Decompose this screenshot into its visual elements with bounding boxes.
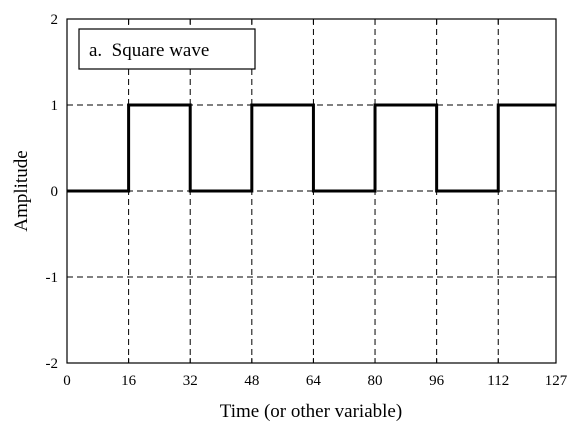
x-tick-label: 80 bbox=[368, 373, 383, 389]
legend-entry: a. Square wave bbox=[89, 40, 209, 61]
x-tick-label: 127 bbox=[545, 373, 568, 389]
y-axis-label: Amplitude bbox=[11, 150, 32, 231]
x-axis-label: Time (or other variable) bbox=[220, 401, 402, 422]
square-wave-line bbox=[67, 103, 556, 193]
x-tick-label: 96 bbox=[429, 373, 445, 389]
series-layer bbox=[67, 103, 556, 193]
x-tick-label: 112 bbox=[487, 373, 509, 389]
y-tick-labels: -2 -1 0 1 2 bbox=[46, 12, 59, 372]
y-tick-label: -1 bbox=[46, 270, 59, 286]
legend-box bbox=[78, 28, 256, 70]
y-tick-label: 2 bbox=[51, 12, 59, 28]
x-tick-labels: 0 16 32 48 64 80 96 112 127 bbox=[63, 373, 568, 389]
y-tick-label: 0 bbox=[51, 184, 59, 200]
y-tick-label: -2 bbox=[46, 356, 59, 372]
x-tick-label: 16 bbox=[121, 373, 137, 389]
x-tick-label: 32 bbox=[183, 373, 198, 389]
x-tick-label: 64 bbox=[306, 373, 322, 389]
legend: a. Square wave bbox=[78, 28, 256, 70]
plot-frame bbox=[66, 18, 557, 364]
x-tick-label: 0 bbox=[63, 373, 71, 389]
x-tick-label: 48 bbox=[244, 373, 259, 389]
y-tick-label: 1 bbox=[51, 98, 59, 114]
